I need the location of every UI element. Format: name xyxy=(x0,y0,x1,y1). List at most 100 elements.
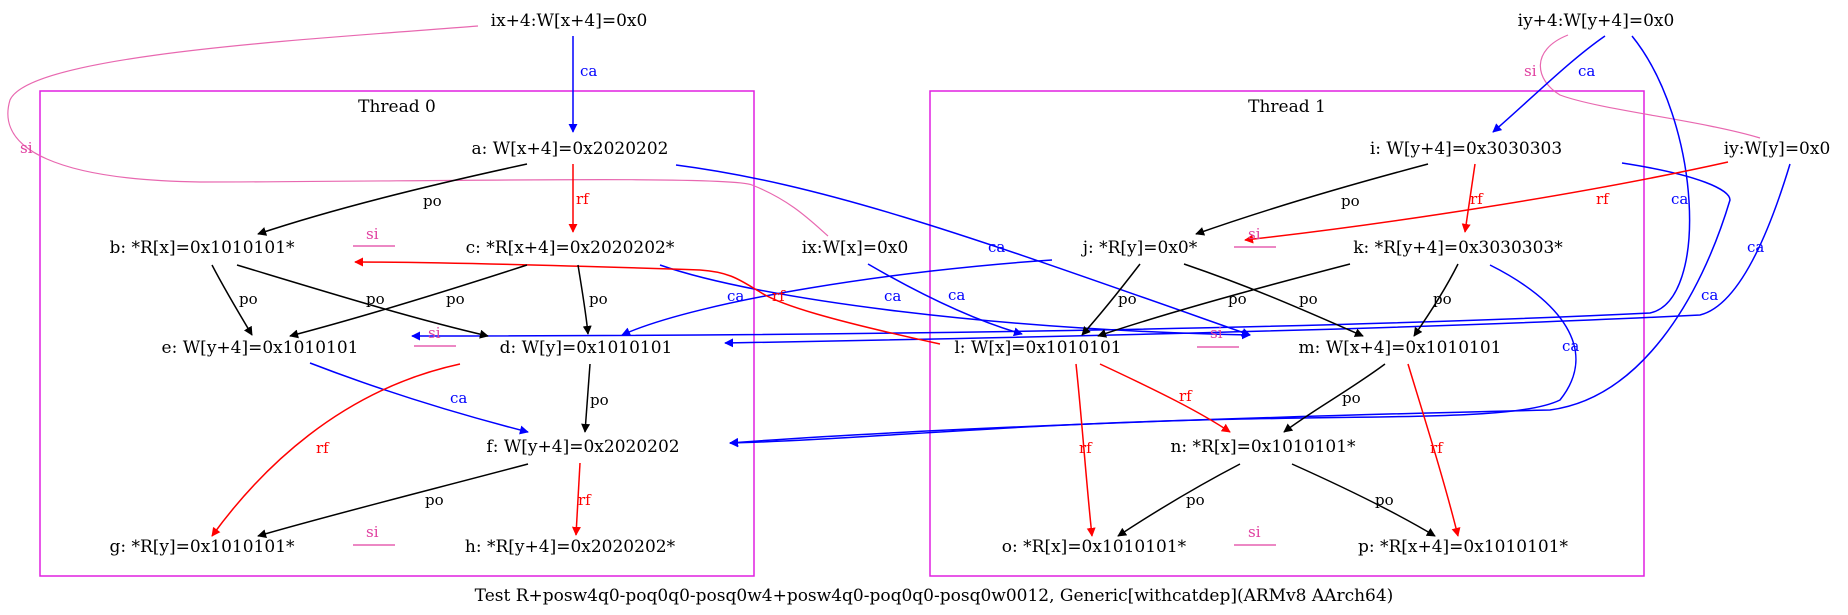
label-i-j: po xyxy=(1341,192,1360,210)
edge-n-o-po xyxy=(1117,463,1241,537)
label-k-l: po xyxy=(1228,290,1247,308)
edge-iy4-e-ca xyxy=(411,35,1691,341)
node-k: k: *R[y+4]=0x3030303* xyxy=(1353,238,1563,258)
edge-k-f-ca xyxy=(729,264,1577,448)
label-e-f: ca xyxy=(450,389,467,407)
label-a-c: rf xyxy=(576,190,590,208)
label-n-p: po xyxy=(1375,491,1394,509)
label-j-d: ca xyxy=(727,287,744,305)
edge-i-j-po xyxy=(1195,163,1429,236)
node-o: o: *R[x]=0x1010101* xyxy=(1002,537,1187,557)
edge-k-l-po xyxy=(1097,263,1351,338)
edge-k-m-po xyxy=(1413,263,1459,337)
edge-f-g-po xyxy=(257,463,529,539)
edge-c-m-ca xyxy=(659,264,1251,340)
node-a: a: W[x+4]=0x2020202 xyxy=(471,139,668,159)
edge-d-f-po xyxy=(581,363,591,433)
node-f: f: W[y+4]=0x2020202 xyxy=(486,437,679,457)
node-p: p: *R[x+4]=0x1010101* xyxy=(1358,537,1569,557)
node-j: j: *R[y]=0x0* xyxy=(1081,238,1198,258)
edge-b-d-po xyxy=(236,264,489,339)
si-marker: si xyxy=(366,523,379,541)
si-marker: si xyxy=(428,324,441,342)
edge-c-e-po xyxy=(289,264,528,339)
label-d-f: po xyxy=(590,391,609,409)
si-marker: si xyxy=(1248,523,1261,541)
label-n-o: po xyxy=(1186,491,1205,509)
edge-i-f-ca xyxy=(729,162,1731,447)
label-iy4-i: ca xyxy=(1578,62,1595,80)
node-iy: iy:W[y]=0x0 xyxy=(1724,139,1831,159)
label-f-g: po xyxy=(425,491,444,509)
label-i-f: ca xyxy=(1701,286,1718,304)
si-marker: si xyxy=(366,225,379,243)
node-iy4: iy+4:W[y+4]=0x0 xyxy=(1518,11,1675,31)
node-ix4: ix+4:W[x+4]=0x0 xyxy=(491,11,648,31)
label-ix4-a: ca xyxy=(580,62,597,80)
label-a-b: po xyxy=(423,192,442,210)
edge-j-m-po xyxy=(1183,263,1364,337)
graph-caption: Test R+posw4q0-poq0q0-posq0w4+posw4q0-po… xyxy=(475,586,1394,606)
label-k-f: ca xyxy=(1562,337,1579,355)
thread0-label: Thread 0 xyxy=(358,97,436,117)
node-b: b: *R[x]=0x1010101* xyxy=(109,238,295,258)
node-l: l: W[x]=0x1010101 xyxy=(954,338,1121,358)
thread0-cluster xyxy=(39,90,755,577)
label-d-g: rf xyxy=(316,439,330,457)
po-edges xyxy=(211,163,1459,539)
label-c-d: po xyxy=(589,290,608,308)
edge-m-n-po xyxy=(1283,363,1386,433)
edge-iy4-i-ca xyxy=(1492,35,1606,133)
edge-j-l-po xyxy=(1081,263,1141,336)
si-markers: si si si si si si xyxy=(353,225,1276,546)
edge-d-g-rf xyxy=(211,363,461,537)
edge-iy-d-ca xyxy=(724,163,1791,348)
si-edges xyxy=(7,25,1761,237)
node-m: m: W[x+4]=0x1010101 xyxy=(1299,338,1502,358)
edge-e-f-ca xyxy=(309,362,529,435)
node-ix: ix:W[x]=0x0 xyxy=(802,238,909,258)
thread1-cluster xyxy=(929,90,1645,577)
label-l-n: rf xyxy=(1179,387,1193,405)
si-marker: si xyxy=(1210,324,1223,342)
label-a-m: ca xyxy=(988,238,1005,256)
edge-iy4-iy-si xyxy=(1539,34,1761,139)
label-b-e: po xyxy=(239,290,258,308)
ca-edges xyxy=(309,35,1791,448)
edge-m-p-rf xyxy=(1407,363,1461,537)
node-e: e: W[y+4]=0x1010101 xyxy=(162,338,359,358)
edge-l-n-rf xyxy=(1099,363,1231,433)
node-d: d: W[y]=0x1010101 xyxy=(500,338,673,358)
node-g: g: *R[y]=0x1010101* xyxy=(109,537,295,557)
edge-c-d-po xyxy=(577,264,592,335)
edge-l-b-rf xyxy=(354,257,941,345)
label-l-o: rf xyxy=(1079,439,1093,457)
label-iy4-iy: si xyxy=(1524,62,1537,80)
rf-edges xyxy=(211,161,1729,537)
node-n: n: *R[x]=0x1010101* xyxy=(1170,437,1356,457)
label-k-m: po xyxy=(1433,290,1452,308)
label-b-d: po xyxy=(366,290,385,308)
edge-i-k-rf xyxy=(1461,163,1476,233)
label-m-n: po xyxy=(1342,389,1361,407)
label-m-p: rf xyxy=(1430,439,1444,457)
label-j-l: po xyxy=(1118,290,1137,308)
edge-a-b-po xyxy=(257,163,528,236)
label-iy-j: rf xyxy=(1596,190,1610,208)
si-marker: si xyxy=(1248,225,1261,243)
label-c-e: po xyxy=(446,290,465,308)
label-l-b: rf xyxy=(772,287,786,305)
label-i-k: rf xyxy=(1470,190,1484,208)
node-c: c: *R[x+4]=0x2020202* xyxy=(466,238,675,258)
label-ix-l: ca xyxy=(948,286,965,304)
edge-labels: ca ca po rf po po po po po ca rf po rf p… xyxy=(20,62,1764,509)
label-c-m: ca xyxy=(884,287,901,305)
node-i: i: W[y+4]=0x3030303 xyxy=(1370,139,1562,159)
node-h: h: *R[y+4]=0x2020202* xyxy=(465,537,676,557)
edge-f-h-rf xyxy=(571,462,581,536)
edge-b-e-po xyxy=(211,264,253,336)
label-iy-d: ca xyxy=(1747,238,1764,256)
edge-j-d-ca xyxy=(621,259,1053,336)
label-f-h: rf xyxy=(578,491,592,509)
